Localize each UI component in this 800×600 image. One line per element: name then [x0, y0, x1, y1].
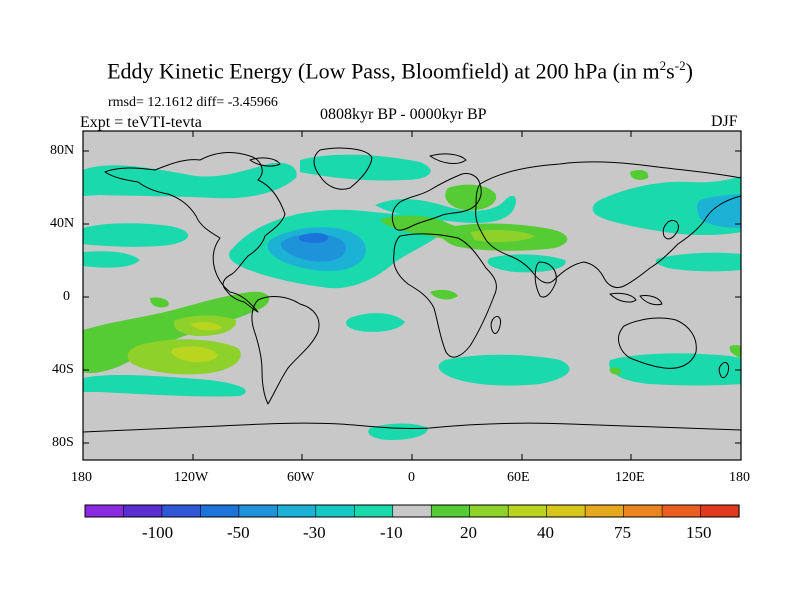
colorbar-label: -10 [380, 523, 403, 542]
colorbar-swatch [238, 504, 278, 518]
field-arctic-cyan [300, 154, 431, 181]
lon-label-120e: 120E [615, 470, 645, 485]
colorbar-swatch [430, 504, 471, 518]
colorbar-swatch [353, 504, 394, 518]
lon-label-180e: 180 [729, 470, 750, 485]
chart-title: Eddy Kinetic Energy (Low Pass, Bloomfiel… [107, 58, 693, 84]
colorbar-label: 40 [537, 523, 554, 542]
field-spac-yellow-2 [171, 346, 218, 363]
field-spac-green-small [150, 297, 169, 308]
colorbar-swatch [469, 504, 509, 518]
field-sind-cyan [438, 354, 570, 386]
coast-south-america [251, 296, 320, 405]
colorbar-swatch [700, 504, 740, 518]
coast-africa [393, 233, 497, 358]
coast-greenland [313, 147, 373, 190]
season-label: DJF [711, 113, 738, 130]
colorbar-swatch [507, 504, 548, 518]
lon-label-0: 0 [408, 470, 415, 485]
colorbar-swatch [123, 504, 163, 518]
coast-north-america [104, 152, 286, 313]
field-atlantic-darkblue [298, 233, 329, 244]
lon-label-60w: 60W [287, 470, 315, 485]
coast-madagascar [490, 315, 501, 334]
stats-text: rmsd= 12.1612 diff= -3.45966 [108, 95, 278, 110]
field-europe-cyan [375, 195, 516, 223]
field-npac-band [83, 223, 189, 247]
field-atlantic-blue [280, 233, 346, 262]
field-pac-subtropic [655, 252, 741, 272]
colorbar-label: 150 [686, 523, 712, 542]
lat-label-eq: 0 [63, 289, 70, 304]
colorbar-frame [84, 504, 740, 518]
colorbar-label: 75 [614, 523, 631, 542]
colorbar-swatch [315, 504, 355, 518]
field-siberia-green [630, 170, 649, 180]
coast-canadian-archipelago [249, 157, 281, 167]
lon-label-120w: 120W [174, 470, 209, 485]
colorbar-swatch [546, 504, 586, 518]
field-spac-yellow-1 [190, 321, 222, 331]
field-satl-cyan [345, 313, 405, 332]
coast-new-zealand [718, 361, 729, 379]
coast-arctic-island [429, 153, 467, 164]
lat-label-40s: 40S [52, 362, 74, 377]
field-midEast-lightgreen [470, 229, 535, 243]
lon-label-60e: 60E [507, 470, 530, 485]
coast-antarctica [83, 422, 741, 433]
field-spac-cyan [83, 374, 246, 397]
experiment-label: Expt = teVTI-tevta [80, 114, 202, 131]
colorbar-label: -30 [303, 523, 326, 542]
colorbar-swatch [392, 504, 432, 518]
field-nz-green [729, 345, 741, 358]
field-eastern-europe-green [445, 184, 497, 211]
lat-label-40n: 40N [50, 216, 75, 231]
field-north-pacific-cyan [83, 162, 297, 199]
colorbar-label: 20 [460, 523, 477, 542]
field-spac-green-west [83, 333, 102, 344]
period-label: 0808kyr BP - 0000kyr BP [320, 106, 487, 123]
coast-australia [617, 317, 697, 369]
coast-indonesia-1 [609, 292, 637, 303]
lon-label-180w: 180 [71, 470, 92, 485]
colorbar-swatch [84, 504, 125, 518]
coast-japan [662, 219, 679, 240]
colorbar-swatch [623, 504, 663, 518]
colorbar-swatch [200, 504, 240, 518]
colorbar-swatch [661, 504, 702, 518]
colorbar-label: -50 [227, 523, 250, 542]
energy-field [83, 154, 741, 440]
lon-ticks [82, 131, 632, 460]
field-spac-east-cyan [609, 353, 741, 386]
coast-indonesia-2 [639, 295, 663, 306]
coast-india [534, 261, 557, 298]
coast-asia [475, 161, 741, 289]
colorbar-swatch [161, 504, 202, 518]
colorbar-swatch [277, 504, 317, 518]
field-subtropic-pac [83, 251, 140, 268]
field-westpac-lightblue [697, 194, 741, 228]
field-aus-green [609, 367, 622, 375]
colorbar-swatch [584, 504, 625, 518]
coastlines [83, 147, 741, 433]
colorbar-label: -100 [142, 523, 174, 542]
colorbar [84, 504, 740, 518]
lat-ticks [83, 150, 741, 444]
field-africa-green [430, 289, 458, 300]
lat-label-80n: 80N [50, 143, 75, 158]
lat-label-80s: 80S [52, 435, 74, 450]
field-arabia-cyan [487, 254, 566, 273]
